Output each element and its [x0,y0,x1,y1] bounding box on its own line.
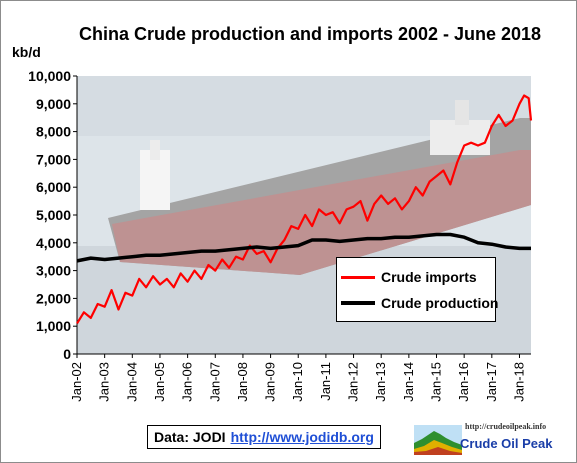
chart-title: China Crude production and imports 2002 … [78,24,542,44]
legend: Crude imports Crude production [336,257,498,322]
series-line-crude-production [76,232,531,263]
legend-label-imports: Crude imports [381,269,477,285]
x-tick-label: Jan-02 [69,362,84,402]
x-tick-label: Jan-16 [456,362,471,402]
y-axis: 0 1,000 2,000 3,000 4,000 5,000 6,000 7,000 8,00… [28,68,78,362]
legend-label-production: Crude production [381,295,499,311]
x-tick-label: Jan-12 [346,362,361,402]
x-tick-label: Jan-04 [124,362,139,402]
logo-name: Crude Oil Peak [460,436,553,451]
x-axis: Jan-02 Jan-03 Jan-04 Jan-05 Jan-06 Jan-07 Jan-… [69,353,531,402]
x-tick-label: Jan-10 [290,362,305,402]
x-tick-label: Jan-09 [263,362,278,402]
x-tick-label: Jan-15 [429,362,444,402]
x-tick-label: Jan-06 [180,362,195,402]
logo-url[interactable]: http://crudeoilpeak.info [465,422,547,431]
y-tick-label: 0 [63,346,71,362]
y-tick-label: 2,000 [36,290,71,306]
legend-swatch-imports [341,275,375,279]
y-tick-label: 9,000 [36,96,71,112]
y-tick-label: 4,000 [36,235,71,251]
x-tick-label: Jan-17 [484,362,499,402]
y-tick-label: 10,000 [28,68,71,84]
x-tick-label: Jan-18 [511,362,526,402]
logo-graphic-icon [414,425,462,455]
x-tick-label: Jan-03 [97,362,112,402]
source-note: Data: JODI http://www.jodidb.org [147,425,381,449]
y-tick-label: 6,000 [36,179,71,195]
legend-swatch-production [341,301,375,305]
series-line-crude-imports [76,94,533,324]
y-tick-label: 3,000 [36,263,71,279]
y-tick-label: 1,000 [36,318,71,334]
source-label: Data: JODI [154,429,226,445]
y-tick-label: 8,000 [36,124,71,140]
y-axis-label: kb/d [12,44,41,60]
x-tick-label: Jan-08 [235,362,250,402]
series-layer [76,94,533,324]
x-tick-label: Jan-11 [318,362,333,401]
x-tick-label: Jan-14 [401,362,416,402]
legend-item-production: Crude production [341,293,498,313]
crude-oil-peak-logo: http://crudeoilpeak.info Crude Oil Peak [412,421,564,455]
x-tick-label: Jan-13 [373,362,388,402]
source-link[interactable]: http://www.jodidb.org [230,429,374,445]
legend-item-imports: Crude imports [341,267,477,287]
y-tick-label: 5,000 [36,207,71,223]
x-tick-label: Jan-05 [152,362,167,402]
y-tick-label: 7,000 [36,151,71,167]
x-tick-label: Jan-07 [207,362,222,402]
